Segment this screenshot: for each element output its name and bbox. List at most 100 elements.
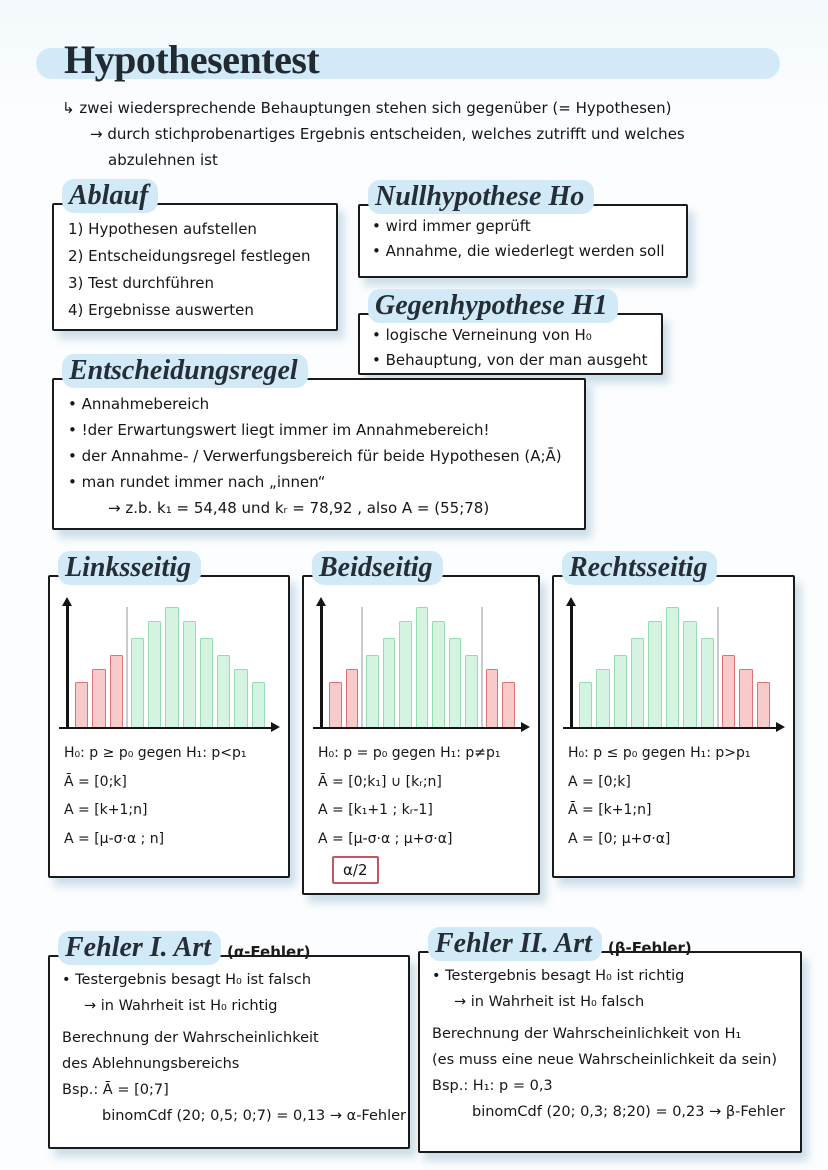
y-axis	[566, 597, 575, 729]
x-axis	[563, 723, 785, 732]
text-line: • Testergebnis besagt H₀ ist richtig	[432, 968, 685, 984]
rejection-region-bar	[502, 682, 516, 727]
heading-ablauf: Ablauf	[62, 179, 159, 213]
formula-line: A = [μ-σ·α ; μ+σ·α]	[318, 830, 453, 847]
fehler-1-content: • Testergebnis besagt H₀ ist falsch → in…	[50, 957, 408, 1139]
ablauf-list: 1) Hypothesen aufstellen 2) Entscheidung…	[54, 205, 336, 335]
panel-ablauf: Ablauf 1) Hypothesen aufstellen 2) Entsc…	[52, 179, 338, 331]
nullhypothese-list: • wird immer geprüft • Annahme, die wied…	[360, 206, 686, 272]
gegenhypothese-list: • logische Verneinung von H₀ • Behauptun…	[360, 315, 661, 381]
histogram-rechtsseitig	[563, 597, 785, 732]
text-line: Berechnung der Wahrscheinlichkeit	[62, 1030, 319, 1046]
panel-fehler-2: Fehler II. Art (β-Fehler) • Testergebnis…	[418, 927, 802, 1153]
rejection-region-bar	[75, 682, 89, 727]
panel-beidseitig: Beidseitig H₀: p = p₀ gegen H₁: p≠p₁ Ā =…	[302, 551, 540, 895]
list-item: 1) Hypothesen aufstellen	[68, 220, 257, 238]
acceptance-region-bar	[165, 607, 179, 727]
critical-value-line	[480, 607, 483, 727]
critical-value-line	[361, 607, 364, 727]
formula-line: Ā = [k+1;n]	[568, 802, 652, 818]
heading-gegenhypothese: Gegenhypothese H1	[368, 289, 618, 323]
acceptance-region-bar	[700, 638, 714, 727]
list-item: • Behauptung, von der man ausgeht	[372, 351, 648, 369]
linksseitig-formulas: H₀: p ≥ p₀ gegen H₁: p<p₁ Ā = [0;k] A = …	[50, 735, 288, 853]
title-highlight	[36, 48, 780, 79]
plot-area	[329, 607, 516, 727]
hypothesis-line: H₀: p ≤ p₀ gegen H₁: p>p₁	[568, 745, 751, 761]
text-line: des Ablehnungsbereichs	[62, 1056, 240, 1072]
rechtsseitig-formulas: H₀: p ≤ p₀ gegen H₁: p>p₁ A = [0;k] Ā = …	[554, 735, 793, 853]
intro-line: → durch stichprobenartiges Ergebnis ents…	[90, 125, 685, 143]
formula-line: Ā = [0;k₁] ∪ [kᵣ;n]	[318, 773, 442, 790]
text-line: (es muss eine neue Wahrscheinlichkeit da…	[432, 1052, 777, 1068]
list-item: • wird immer geprüft	[372, 217, 531, 235]
text-line: Berechnung der Wahrscheinlichkeit von H₁	[432, 1026, 742, 1042]
acceptance-region-bar	[683, 621, 697, 727]
y-axis	[316, 597, 325, 729]
plot-area	[579, 607, 770, 727]
hypothesis-line: H₀: p ≥ p₀ gegen H₁: p<p₁	[64, 745, 247, 761]
heading-beidseitig-label: Beidseitig	[312, 551, 443, 585]
acceptance-region-bar	[148, 621, 162, 727]
formula-line: A = [0;k]	[568, 773, 631, 790]
heading-fehler-1: Fehler I. Art (α-Fehler)	[58, 931, 310, 965]
list-item: • logische Verneinung von H₀	[372, 326, 592, 344]
formula-line: A = [k₁+1 ; kᵣ-1]	[318, 802, 433, 818]
formula-line: A = [0; μ+σ·α]	[568, 830, 671, 847]
acceptance-region-bar	[366, 654, 379, 727]
heading-entscheidungsregel: Entscheidungsregel	[62, 354, 308, 388]
acceptance-region-bar	[182, 621, 196, 727]
acceptance-region-bar	[613, 654, 628, 727]
x-axis	[59, 723, 280, 732]
histogram-linksseitig	[59, 597, 280, 732]
example-line: → z.b. k₁ = 54,48 und kᵣ = 78,92 , also …	[108, 499, 490, 517]
panel-gegenhypothese: Gegenhypothese H1 • logische Verneinung …	[358, 289, 663, 375]
heading-nullhypothese: Nullhypothese Ho	[368, 180, 595, 214]
acceptance-region-bar	[448, 638, 462, 727]
example-line: Bsp.: Ā = [0;7]	[62, 1082, 169, 1098]
acceptance-region-bar	[415, 607, 429, 727]
panel-entscheidungsregel: Entscheidungsregel • Annahmebereich • !d…	[52, 354, 586, 532]
list-item: • Annahmebereich	[68, 395, 210, 413]
rejection-region-bar	[92, 669, 106, 727]
list-item: 4) Ergebnisse auswerten	[68, 301, 254, 319]
plot-area	[75, 607, 265, 727]
text-line: → in Wahrheit ist H₀ falsch	[454, 994, 645, 1010]
heading-ablauf-label: Ablauf	[62, 179, 159, 213]
acceptance-region-bar	[648, 621, 662, 727]
intro-line: abzulehnen ist	[108, 151, 218, 169]
formula-line: A = [μ-σ·α ; n]	[64, 830, 165, 847]
acceptance-region-bar	[251, 682, 265, 727]
rejection-region-bar	[329, 682, 342, 727]
heading-linksseitig-label: Linksseitig	[58, 551, 202, 585]
x-axis	[313, 723, 530, 732]
beidseitig-formulas: H₀: p = p₀ gegen H₁: p≠p₁ Ā = [0;k₁] ∪ […	[304, 735, 538, 886]
acceptance-region-bar	[199, 638, 214, 727]
critical-value-line	[125, 607, 128, 727]
list-item: • Annahme, die wiederlegt werden soll	[372, 242, 665, 260]
list-item: • !der Erwartungswert liegt immer im Ann…	[68, 421, 490, 439]
acceptance-region-bar	[382, 638, 396, 727]
formula-line: A = [k+1;n]	[64, 802, 148, 818]
heading-rechtsseitig: Rechtsseitig	[562, 551, 718, 585]
acceptance-region-bar	[465, 654, 478, 727]
calc-line: binomCdf (20; 0,3; 8;20) = 0,23 → β-Fehl…	[472, 1104, 785, 1120]
acceptance-region-bar	[217, 654, 231, 727]
entscheidungsregel-list: • Annahmebereich • !der Erwartungswert l…	[54, 380, 584, 532]
acceptance-region-bar	[130, 638, 145, 727]
y-axis	[62, 597, 71, 729]
acceptance-region-bar	[631, 638, 645, 727]
rejection-region-bar	[485, 669, 499, 727]
panel-fehler-1: Fehler I. Art (α-Fehler) • Testergebnis …	[48, 931, 410, 1149]
rejection-region-bar	[345, 669, 359, 727]
rejection-region-bar	[739, 669, 753, 727]
heading-fehler-2-sub: (β-Fehler)	[607, 939, 692, 957]
alpha-half-note: α/2	[332, 856, 379, 884]
heading-fehler-1-label: Fehler I. Art	[58, 931, 221, 965]
intro-line: ↳ zwei wiedersprechende Behauptungen ste…	[62, 99, 672, 117]
page-title: Hypothesentest	[64, 37, 320, 82]
example-line: Bsp.: H₁: p = 0,3	[432, 1078, 553, 1094]
acceptance-region-bar	[665, 607, 680, 727]
list-item: 2) Entscheidungsregel festlegen	[68, 247, 311, 265]
